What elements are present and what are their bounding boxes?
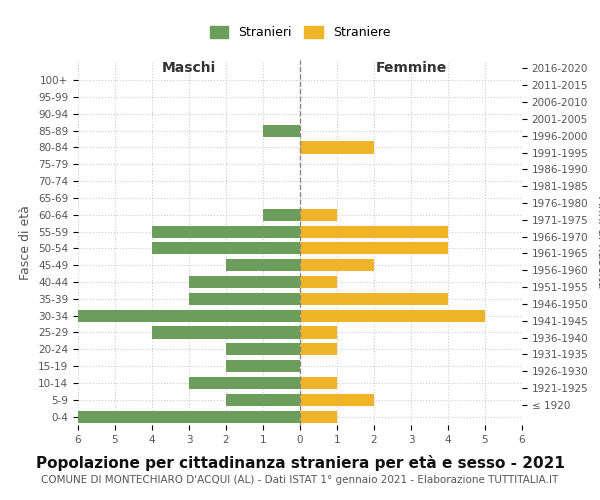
Bar bbox=[189, 276, 300, 288]
Y-axis label: Anni di nascita: Anni di nascita bbox=[595, 196, 600, 289]
Bar bbox=[300, 394, 374, 406]
Bar bbox=[41, 410, 300, 422]
Bar bbox=[152, 226, 300, 237]
Bar bbox=[300, 259, 374, 272]
Bar bbox=[189, 293, 300, 305]
Bar bbox=[152, 326, 300, 338]
Legend: Stranieri, Straniere: Stranieri, Straniere bbox=[206, 22, 394, 43]
Bar bbox=[300, 293, 448, 305]
Bar bbox=[300, 310, 485, 322]
Bar bbox=[300, 326, 337, 338]
Y-axis label: Fasce di età: Fasce di età bbox=[19, 205, 32, 280]
Bar bbox=[41, 310, 300, 322]
Bar bbox=[226, 259, 300, 272]
Bar bbox=[300, 208, 337, 221]
Bar bbox=[300, 142, 374, 154]
Bar bbox=[263, 124, 300, 136]
Bar bbox=[226, 344, 300, 355]
Bar bbox=[189, 377, 300, 389]
Bar bbox=[300, 377, 337, 389]
Text: Popolazione per cittadinanza straniera per età e sesso - 2021: Popolazione per cittadinanza straniera p… bbox=[35, 455, 565, 471]
Bar bbox=[300, 344, 337, 355]
Bar bbox=[226, 360, 300, 372]
Text: Femmine: Femmine bbox=[376, 62, 446, 76]
Bar bbox=[300, 410, 337, 422]
Bar bbox=[263, 208, 300, 221]
Text: COMUNE DI MONTECHIARO D'ACQUI (AL) - Dati ISTAT 1° gennaio 2021 - Elaborazione T: COMUNE DI MONTECHIARO D'ACQUI (AL) - Dat… bbox=[41, 475, 559, 485]
Bar bbox=[226, 394, 300, 406]
Text: Maschi: Maschi bbox=[162, 62, 216, 76]
Bar bbox=[300, 276, 337, 288]
Bar bbox=[300, 226, 448, 237]
Bar bbox=[152, 242, 300, 254]
Bar bbox=[300, 242, 448, 254]
